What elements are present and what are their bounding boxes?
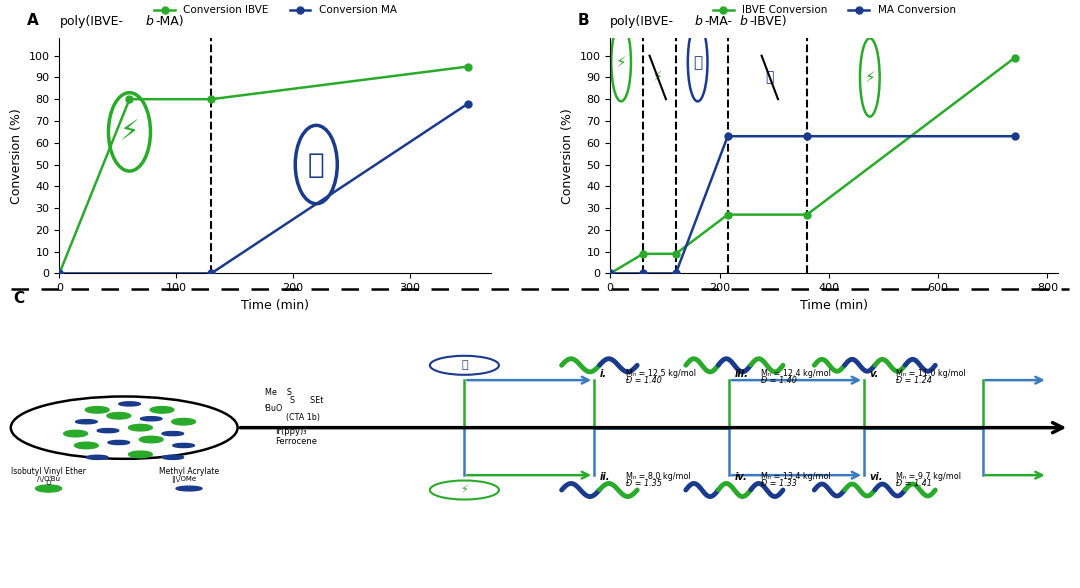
Circle shape — [107, 413, 131, 419]
Circle shape — [36, 485, 62, 492]
Text: Đ = 1.41: Đ = 1.41 — [896, 479, 932, 487]
Text: ii.: ii. — [599, 472, 610, 482]
Text: (CTA 1b): (CTA 1b) — [286, 413, 320, 422]
Text: ⚡: ⚡ — [120, 118, 139, 146]
Text: iv.: iv. — [734, 472, 747, 482]
Ellipse shape — [162, 432, 184, 436]
Text: Ferrocene: Ferrocene — [275, 437, 318, 446]
Text: -IBVE): -IBVE) — [750, 15, 787, 28]
Circle shape — [85, 406, 109, 413]
Text: Methyl Acrylate: Methyl Acrylate — [159, 467, 219, 476]
Circle shape — [172, 419, 195, 425]
Text: ⚡: ⚡ — [653, 71, 663, 85]
Text: b: b — [694, 15, 702, 28]
Text: ᴵBuO: ᴵBuO — [265, 405, 283, 413]
Text: poly(IBVE-: poly(IBVE- — [59, 15, 123, 28]
Ellipse shape — [162, 455, 184, 459]
Circle shape — [64, 430, 87, 437]
Text: Ir(ppy)₃: Ir(ppy)₃ — [275, 426, 307, 436]
Text: Mₙ = 8.0 kg/mol: Mₙ = 8.0 kg/mol — [626, 472, 691, 481]
Ellipse shape — [119, 402, 140, 406]
Text: 💡: 💡 — [766, 71, 774, 85]
Ellipse shape — [108, 440, 130, 445]
Text: v.: v. — [869, 369, 879, 379]
Text: C: C — [13, 291, 24, 306]
Text: Mₙ = 13.4 kg/mol: Mₙ = 13.4 kg/mol — [761, 472, 832, 481]
Text: 💡: 💡 — [461, 360, 468, 370]
Circle shape — [129, 451, 152, 457]
Y-axis label: Conversion (%): Conversion (%) — [561, 108, 573, 203]
Text: poly(IBVE-: poly(IBVE- — [610, 15, 674, 28]
Text: b: b — [146, 15, 153, 28]
Text: Đ = 1.40: Đ = 1.40 — [761, 376, 797, 385]
Text: S      SEt: S SEt — [275, 396, 324, 405]
Legend: Conversion IBVE, Conversion MA: Conversion IBVE, Conversion MA — [150, 1, 401, 19]
Text: ||\/OMe: ||\/OMe — [171, 476, 197, 483]
Circle shape — [129, 425, 152, 431]
Y-axis label: Conversion (%): Conversion (%) — [10, 108, 23, 203]
Text: vi.: vi. — [869, 472, 883, 482]
Text: -MA-: -MA- — [704, 15, 732, 28]
Ellipse shape — [86, 455, 108, 459]
Ellipse shape — [76, 420, 97, 424]
Text: Mₙ = 12.5 kg/mol: Mₙ = 12.5 kg/mol — [626, 369, 697, 377]
Text: Đ = 1.35: Đ = 1.35 — [626, 479, 662, 487]
Text: B: B — [578, 13, 590, 28]
Text: Isobutyl Vinyl Ether: Isobutyl Vinyl Ether — [11, 467, 86, 476]
Text: -MA): -MA) — [156, 15, 185, 28]
Text: ⚡: ⚡ — [864, 70, 875, 85]
Circle shape — [139, 436, 163, 443]
Text: A: A — [27, 13, 39, 28]
Text: /\/OᴵBu: /\/OᴵBu — [37, 475, 60, 482]
Ellipse shape — [173, 443, 194, 447]
Text: Mₙ = 11.0 kg/mol: Mₙ = 11.0 kg/mol — [896, 369, 967, 377]
Ellipse shape — [176, 486, 202, 491]
Text: Me    S: Me S — [265, 388, 292, 397]
Ellipse shape — [140, 417, 162, 421]
X-axis label: Time (min): Time (min) — [242, 299, 309, 312]
Circle shape — [75, 442, 98, 449]
Ellipse shape — [97, 429, 119, 433]
Text: iii.: iii. — [734, 369, 748, 379]
Text: O: O — [35, 480, 52, 486]
Text: ⚡: ⚡ — [616, 55, 626, 69]
Text: Đ = 1.40: Đ = 1.40 — [626, 376, 662, 385]
Text: ⚡: ⚡ — [460, 485, 469, 495]
Text: 💡: 💡 — [308, 151, 325, 179]
X-axis label: Time (min): Time (min) — [800, 299, 868, 312]
Text: Đ = 1.33: Đ = 1.33 — [761, 479, 797, 487]
Legend: IBVE Conversion, MA Conversion: IBVE Conversion, MA Conversion — [708, 1, 960, 19]
Text: i.: i. — [599, 369, 607, 379]
Text: Mₙ = 9.7 kg/mol: Mₙ = 9.7 kg/mol — [896, 472, 961, 481]
Text: 💡: 💡 — [693, 55, 702, 69]
Text: b: b — [740, 15, 747, 28]
Text: Đ = 1.24: Đ = 1.24 — [896, 376, 932, 385]
Circle shape — [150, 406, 174, 413]
Text: Mₙ = 12.4 kg/mol: Mₙ = 12.4 kg/mol — [761, 369, 832, 377]
